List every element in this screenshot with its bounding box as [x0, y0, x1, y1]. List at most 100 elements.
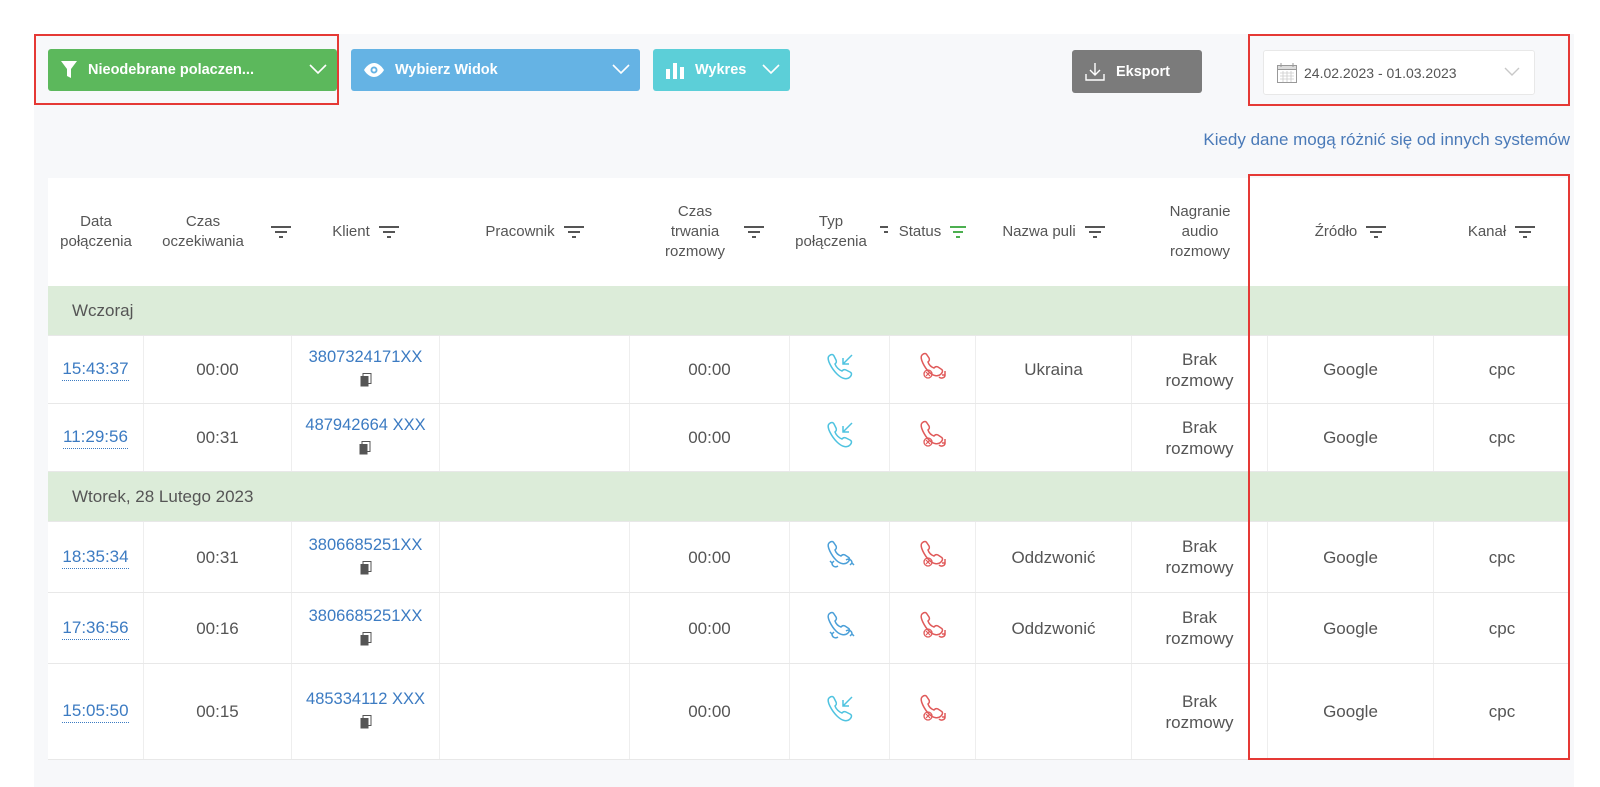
call-time-link[interactable]: 15:43:37 [62, 358, 129, 381]
view-select-label: Wybierz Widok [395, 62, 498, 78]
client-number-link[interactable]: 3806685251XX [308, 535, 423, 554]
call-filter-label: Nieodebrane polaczen... [88, 62, 254, 78]
call-duration: 00:00 [688, 618, 731, 638]
table-row[interactable]: 15:05:50 00:15 485334112 XXX 00:00 Brak rozm… [48, 664, 1570, 760]
duration-cell: 00:00 [630, 336, 790, 403]
call-filter-dropdown[interactable]: Nieodebrane polaczen... [48, 49, 337, 91]
call-time-link[interactable]: 15:05:50 [62, 700, 129, 723]
sort-filter-icon[interactable] [1084, 224, 1106, 240]
channel-value: cpc [1488, 547, 1516, 567]
col-channel-header[interactable]: Kanał [1434, 178, 1570, 286]
pool-name-cell: Oddzwonić [976, 522, 1132, 592]
channel-cell: cpc [1434, 664, 1570, 759]
recording-cell: Brak rozmowy [1132, 664, 1268, 759]
chevron-down-icon [1504, 67, 1520, 76]
client-info: 3807324171XX [308, 347, 423, 392]
call-duration: 00:00 [688, 428, 731, 447]
source-cell: Google [1268, 404, 1434, 471]
chart-dropdown[interactable]: Wykres [653, 49, 790, 91]
copy-icon[interactable] [360, 713, 372, 734]
copy-icon[interactable] [360, 371, 372, 392]
table-row[interactable]: 18:35:34 00:31 3806685251XX 00:00 Oddzwonić B… [48, 522, 1570, 593]
missed-call-icon [917, 610, 949, 647]
wait-time: 00:00 [196, 360, 239, 379]
source-cell: Google [1268, 336, 1434, 403]
sort-filter-icon[interactable] [1514, 224, 1536, 240]
status-cell [890, 522, 976, 592]
table-row[interactable]: 11:29:56 00:31 487942664 XXX 00:00 Brak rozm… [48, 404, 1570, 472]
col-employee-header[interactable]: Pracownik [440, 178, 630, 286]
callback-call-icon [824, 539, 856, 576]
chevron-down-icon [762, 64, 780, 75]
export-button[interactable]: Eksport [1072, 50, 1202, 93]
col-wait-header[interactable]: Czas oczekiwania [144, 178, 292, 286]
copy-icon[interactable] [359, 439, 371, 460]
pool-name-cell [976, 664, 1132, 759]
call-duration: 00:00 [688, 360, 731, 379]
client-number-link[interactable]: 3806685251XX [308, 606, 423, 625]
group-label: Wtorek, 28 Lutego 2023 [72, 486, 254, 506]
client-number-link[interactable]: 485334112 XXX [306, 690, 425, 708]
sort-filter-icon[interactable] [563, 224, 585, 240]
status-cell [890, 593, 976, 663]
duration-cell: 00:00 [630, 664, 790, 759]
recording-cell: Brak rozmowy [1132, 522, 1268, 592]
channel-value: cpc [1488, 360, 1516, 379]
call-time-link[interactable]: 11:29:56 [63, 426, 128, 449]
col-status-header[interactable]: Status [890, 178, 976, 286]
col-client-header[interactable]: Klient [292, 178, 440, 286]
wait-time-cell: 00:15 [144, 664, 292, 759]
call-type-cell [790, 593, 890, 663]
sort-filter-icon[interactable] [879, 224, 889, 240]
recording-cell: Brak rozmowy [1132, 404, 1268, 471]
call-type-cell [790, 336, 890, 403]
table-body: Wczoraj 15:43:37 00:00 3807324171XX 00:00 Ukr… [48, 286, 1570, 760]
sort-filter-icon-active[interactable] [949, 224, 967, 240]
col-source-header[interactable]: Źródło [1268, 178, 1434, 286]
copy-icon[interactable] [360, 559, 372, 580]
calendar-icon [1277, 62, 1297, 83]
call-duration: 00:00 [688, 702, 731, 721]
call-time-link[interactable]: 18:35:34 [62, 546, 129, 569]
duration-cell: 00:00 [630, 404, 790, 471]
channel-cell: cpc [1434, 593, 1570, 663]
source-cell: Google [1268, 664, 1434, 759]
sort-filter-icon[interactable] [378, 224, 400, 240]
client-cell: 3807324171XX [292, 336, 440, 403]
client-cell: 3806685251XX [292, 522, 440, 592]
export-label: Eksport [1116, 63, 1170, 80]
table-row[interactable]: 17:36:56 00:16 3806685251XX 00:00 Oddzwonić B… [48, 593, 1570, 664]
client-number-link[interactable]: 3807324171XX [308, 348, 423, 366]
client-number-link[interactable]: 487942664 XXX [305, 416, 426, 434]
status-cell [890, 404, 976, 471]
client-info: 487942664 XXX [305, 415, 426, 460]
download-icon [1085, 62, 1105, 81]
chevron-down-icon [309, 64, 327, 75]
call-time-cell: 18:35:34 [48, 522, 144, 592]
wait-time-cell: 00:16 [144, 593, 292, 663]
eye-icon [364, 63, 384, 77]
incoming-call-icon [824, 351, 856, 388]
recording-cell: Brak rozmowy [1132, 593, 1268, 663]
sort-filter-icon[interactable] [743, 224, 765, 240]
col-type-header[interactable]: Typ połączenia [790, 178, 890, 286]
date-range-picker[interactable]: 24.02.2023 - 01.03.2023 [1263, 50, 1535, 95]
sort-filter-icon[interactable] [1365, 224, 1387, 240]
status-cell [890, 336, 976, 403]
call-time-cell: 17:36:56 [48, 593, 144, 663]
col-duration-header[interactable]: Czas trwania rozmowy [630, 178, 790, 286]
table-row[interactable]: 15:43:37 00:00 3807324171XX 00:00 Ukraina Bra… [48, 336, 1570, 404]
copy-icon[interactable] [360, 630, 372, 651]
group-row: Wczoraj [48, 286, 1570, 336]
view-select-dropdown[interactable]: Wybierz Widok [351, 49, 640, 91]
col-date-header[interactable]: Data połączenia [60, 213, 132, 250]
client-info: 3806685251XX [308, 535, 423, 580]
wait-time: 00:15 [196, 702, 239, 721]
sort-filter-icon[interactable] [270, 224, 292, 240]
call-time-link[interactable]: 17:36:56 [62, 617, 129, 640]
col-pool-header[interactable]: Nazwa puli [976, 178, 1132, 286]
wait-time-cell: 00:31 [144, 404, 292, 471]
chart-label: Wykres [695, 62, 747, 78]
recording-status: Brak rozmowy [1165, 608, 1234, 648]
data-discrepancy-link[interactable]: Kiedy dane mogą różnić się od innych sys… [1203, 130, 1570, 149]
